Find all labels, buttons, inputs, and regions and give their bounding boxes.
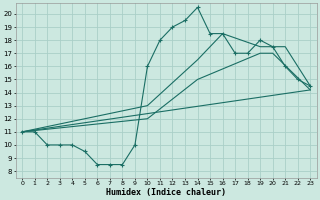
X-axis label: Humidex (Indice chaleur): Humidex (Indice chaleur): [106, 188, 226, 197]
